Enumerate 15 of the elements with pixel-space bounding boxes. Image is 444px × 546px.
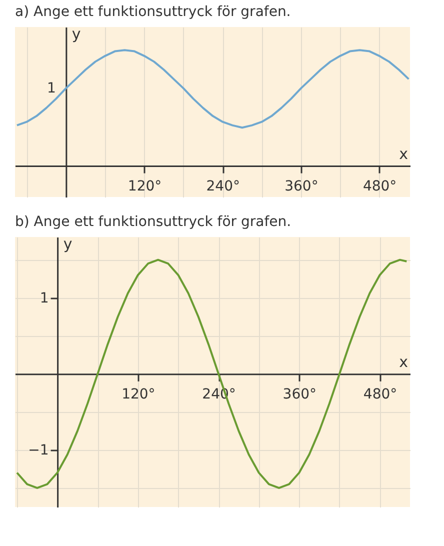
chart-title: b) Ange ett funktionsuttryck för grafen. xyxy=(15,214,292,230)
x-tick-label: 120° xyxy=(122,386,156,402)
x-tick-label: 120° xyxy=(128,178,162,194)
x-tick-label: 360° xyxy=(282,386,317,402)
x-axis-title: x xyxy=(399,352,408,371)
y-axis-title: y xyxy=(72,25,81,43)
line-series xyxy=(16,258,408,489)
chart-title: a) Ange ett funktionsuttryck för grafen. xyxy=(15,4,291,20)
x-tick-label: 480° xyxy=(362,178,397,194)
y-tick-label: −1 xyxy=(28,442,49,458)
x-axis-title: x xyxy=(399,144,408,163)
x-tick-label: 240° xyxy=(206,178,240,194)
x-tick-label: 480° xyxy=(363,386,398,402)
y-axis-title: y xyxy=(63,235,72,253)
x-tick-label: 360° xyxy=(284,178,318,194)
